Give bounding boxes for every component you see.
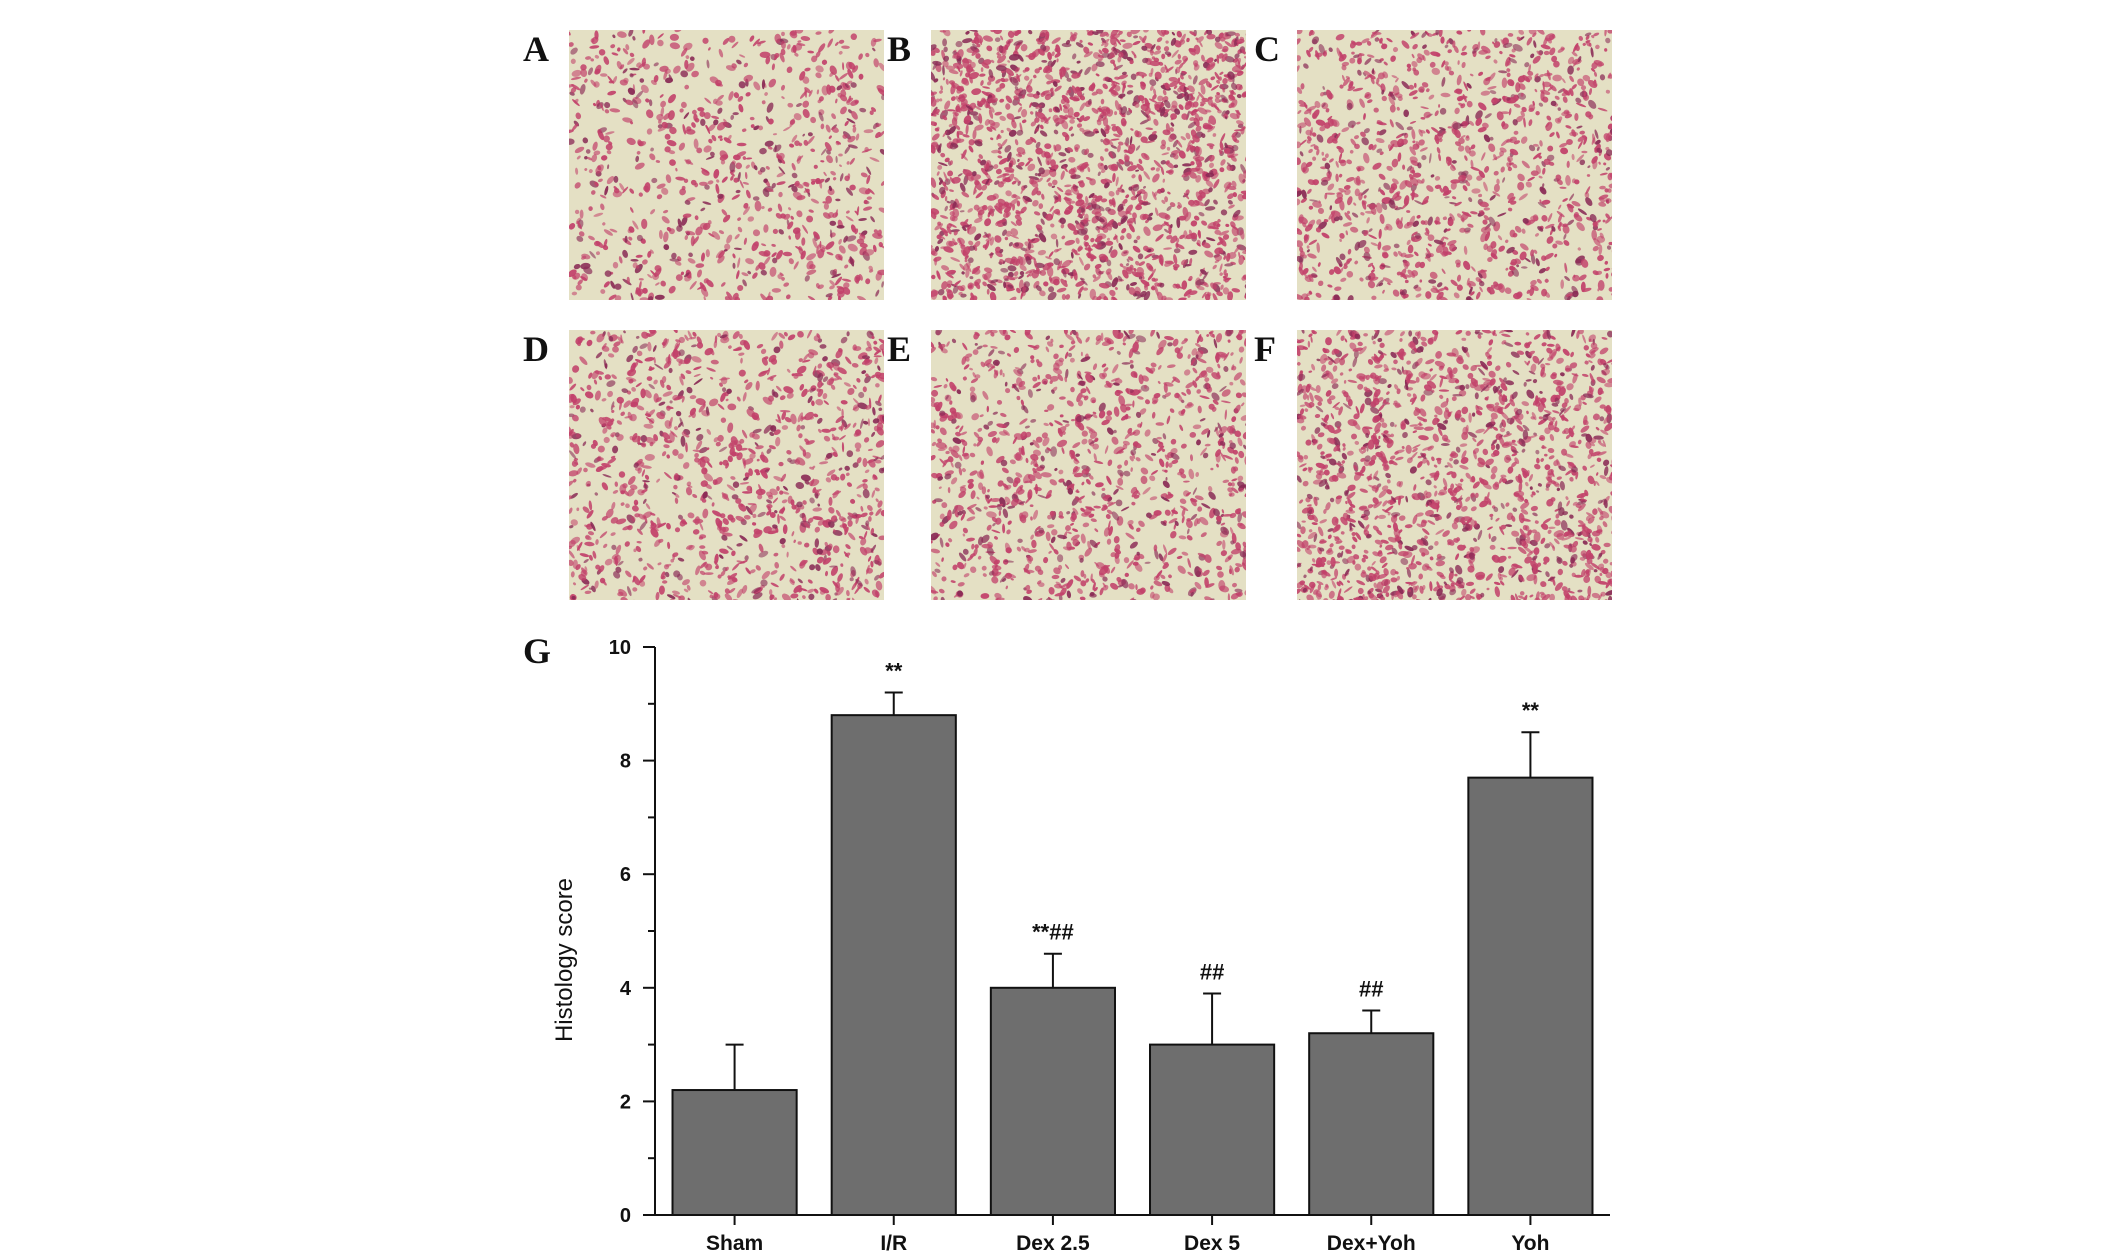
- y-tick-label: 6: [620, 864, 631, 886]
- y-axis-label: Histology score: [551, 878, 578, 1042]
- chart-bars: ** **## ## ## **: [671, 658, 1594, 1217]
- micrograph-b: [931, 30, 1246, 300]
- bar: [671, 1089, 798, 1217]
- y-tick-label: 8: [620, 751, 631, 773]
- micrograph-f: [1297, 330, 1612, 600]
- chart-axes: 0 2 4 6 8 10 Sham I/R Dex 2.5 Dex 5 Dex+Yoh Yoh: [609, 637, 1610, 1255]
- panel-label-f: F: [1254, 329, 1276, 369]
- x-tick-label: I/R: [880, 1232, 907, 1255]
- panel-label-c: C: [1254, 29, 1280, 69]
- x-tick-label: Yoh: [1511, 1232, 1549, 1255]
- x-tick-label: Dex 5: [1184, 1232, 1240, 1255]
- y-tick-label: 10: [609, 637, 631, 659]
- significance-label: **: [885, 658, 903, 683]
- bar: [1308, 1032, 1435, 1216]
- x-tick-label: Dex 2.5: [1016, 1232, 1090, 1255]
- panel-label-a: A: [523, 29, 549, 69]
- micrograph-e: [931, 330, 1246, 600]
- micrograph-d: [569, 330, 884, 600]
- significance-label: **##: [1032, 920, 1074, 945]
- panel-label-e: E: [887, 329, 912, 369]
- micrograph-a: [569, 30, 884, 300]
- y-tick-label: 4: [620, 978, 632, 1000]
- panel-label-d: D: [523, 329, 549, 369]
- panel-label-b: B: [887, 29, 912, 69]
- x-tick-label: Sham: [706, 1232, 763, 1255]
- x-tick-label: Dex+Yoh: [1327, 1232, 1416, 1255]
- y-tick-label: 0: [620, 1205, 631, 1227]
- y-tick-label: 2: [620, 1091, 631, 1113]
- significance-label: ##: [1359, 977, 1383, 1002]
- bar: [1467, 776, 1594, 1216]
- bar: [830, 714, 957, 1216]
- significance-label: **: [1522, 698, 1540, 723]
- bar: [989, 986, 1116, 1216]
- micrograph-c: [1297, 30, 1612, 300]
- bar: [1149, 1043, 1276, 1216]
- significance-label: ##: [1200, 959, 1224, 984]
- panel-label-g: G: [523, 631, 552, 671]
